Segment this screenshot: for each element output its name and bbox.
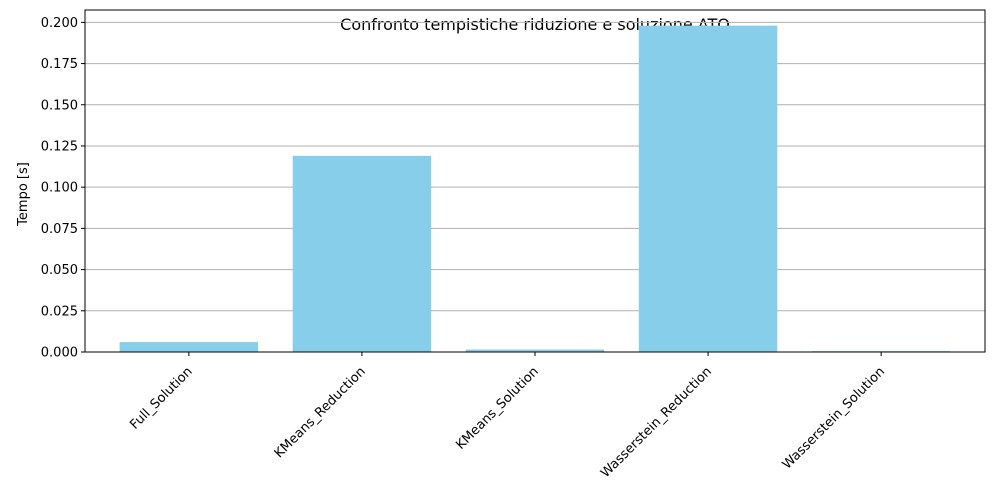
y-tick-label: 0.150 bbox=[41, 98, 78, 113]
y-tick-label: 0.000 bbox=[41, 346, 78, 361]
bar-wasserstein-reduction bbox=[638, 25, 778, 352]
x-tick-label: Wasserstein_Reduction bbox=[598, 364, 715, 481]
chart-title: Confronto tempistiche riduzione e soluzi… bbox=[340, 15, 730, 34]
y-tick-label: 0.075 bbox=[41, 222, 78, 237]
grid-lines bbox=[85, 21, 985, 312]
bars bbox=[119, 25, 951, 352]
y-tick-label: 0.125 bbox=[41, 139, 78, 154]
y-axis-label: Tempo [s] bbox=[16, 162, 31, 227]
bar-full-solution bbox=[119, 342, 259, 352]
y-tick-label: 0.100 bbox=[41, 181, 78, 196]
plot-frame bbox=[84, 9, 986, 353]
x-tick-label: Wasserstein_Solution bbox=[780, 364, 888, 472]
x-tick-label: KMeans_Reduction bbox=[272, 364, 369, 461]
y-tick-label: 0.200 bbox=[41, 16, 78, 31]
y-tick-label: 0.025 bbox=[41, 304, 78, 319]
bar-kmeans-reduction bbox=[292, 155, 432, 352]
x-tick-label: Full_Solution bbox=[127, 364, 195, 432]
y-tick-label: 0.175 bbox=[41, 57, 78, 72]
x-tick-label: KMeans_Solution bbox=[453, 364, 542, 453]
y-axis-ticks: 0.000 0.025 0.050 0.075 0.100 0.125 0.150 0.175… bbox=[41, 16, 85, 361]
x-axis-ticks: Full_Solution KMeans_Reduction KMeans_Solu… bbox=[127, 352, 888, 481]
bar-kmeans-solution bbox=[465, 349, 605, 352]
y-tick-label: 0.050 bbox=[41, 263, 78, 278]
